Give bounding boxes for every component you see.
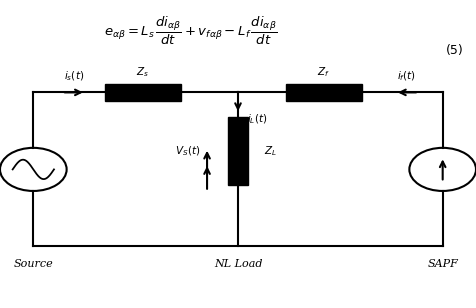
Text: SAPF: SAPF <box>427 259 458 269</box>
Text: $Z_f$: $Z_f$ <box>317 65 330 79</box>
Text: $Z_s$: $Z_s$ <box>136 65 149 79</box>
Text: $i_s(t)$: $i_s(t)$ <box>64 70 84 83</box>
Bar <box>228 117 248 185</box>
Text: NL Load: NL Load <box>214 259 262 269</box>
Text: $i_f(t)$: $i_f(t)$ <box>397 70 416 83</box>
Text: $e_{\alpha\beta} = L_s \, \dfrac{di_{\alpha\beta}}{dt} + v_{f\alpha\beta} - L_f : $e_{\alpha\beta} = L_s \, \dfrac{di_{\al… <box>104 15 277 47</box>
Text: Source: Source <box>13 259 53 269</box>
Text: (5): (5) <box>446 44 464 57</box>
Text: $Z_L$: $Z_L$ <box>264 144 277 158</box>
Bar <box>105 84 181 101</box>
Text: $V_S(t)$: $V_S(t)$ <box>175 144 200 158</box>
Bar <box>286 84 362 101</box>
Text: $i_L(t)$: $i_L(t)$ <box>247 112 267 126</box>
